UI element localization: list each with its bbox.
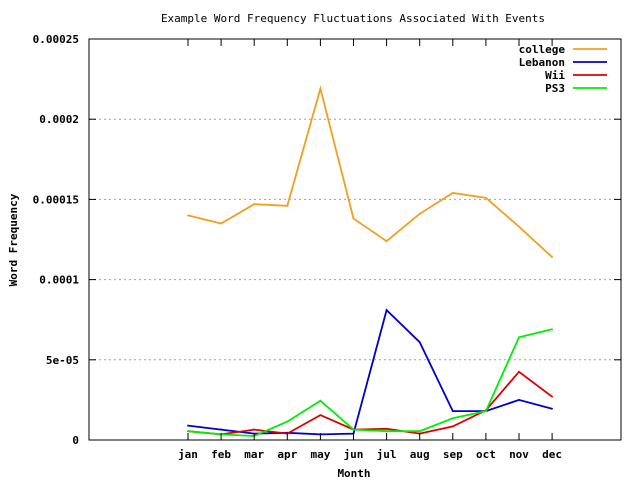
y-tick-label: 0.00025 [33, 33, 79, 46]
x-tick-label-nov: nov [509, 448, 529, 461]
data-point-ps3 [518, 336, 520, 339]
legend-label: Wii [545, 69, 565, 82]
data-point-college [451, 192, 454, 194]
data-point-ps3 [551, 328, 553, 331]
legend-entry-ps3: PS3 [545, 82, 607, 95]
data-point-ps3 [451, 417, 454, 420]
series-ps3 [187, 328, 553, 437]
legend-entry-wii: Wii [545, 69, 607, 82]
data-point-lebanon [451, 410, 454, 413]
series-line-lebanon [187, 308, 553, 436]
data-point-college [551, 256, 553, 259]
data-point-college [187, 214, 189, 217]
series-line-college [187, 85, 553, 258]
data-point-lebanon [220, 428, 223, 431]
legend-label: college [519, 43, 566, 56]
x-tick-label-jun: jun [344, 448, 364, 461]
data-point-wii [518, 370, 520, 373]
x-tick-label-aug: aug [410, 448, 430, 461]
y-axis-label: Word Frequency [7, 193, 20, 286]
data-point-ps3 [319, 399, 322, 402]
series-wii [187, 370, 553, 436]
data-point-ps3 [286, 420, 289, 423]
data-point-ps3 [187, 430, 189, 433]
data-point-ps3 [385, 430, 388, 433]
x-tick-label-oct: oct [476, 448, 496, 461]
series-lines [187, 85, 553, 437]
data-point-college [220, 222, 223, 225]
data-point-college [385, 240, 388, 243]
y-tick-label: 0.00015 [33, 193, 79, 206]
data-point-lebanon [551, 407, 553, 410]
x-tick-label-jan: jan [178, 448, 198, 461]
data-point-college [286, 204, 289, 207]
data-point-lebanon [418, 341, 421, 344]
data-point-ps3 [352, 428, 355, 431]
plot-frame [88, 38, 622, 441]
legend-entry-college: college [519, 43, 607, 56]
x-tick-label-may: may [310, 448, 330, 461]
y-tick-label: 0.0002 [39, 113, 79, 126]
data-point-ps3 [485, 410, 487, 413]
data-point-college [352, 217, 355, 220]
legend-label: PS3 [545, 82, 565, 95]
data-point-college [485, 196, 487, 199]
legend-label: Lebanon [519, 56, 565, 69]
data-point-college [319, 87, 322, 90]
data-point-lebanon [187, 424, 189, 427]
y-tick-label: 0.0001 [39, 274, 79, 287]
data-point-wii [319, 414, 322, 417]
x-tick-label-dec: dec [542, 448, 562, 461]
x-tick-label-apr: apr [277, 448, 297, 461]
series-line-wii [187, 370, 553, 436]
data-point-lebanon [518, 399, 520, 401]
x-axis-label: Month [337, 467, 370, 480]
series-college [187, 85, 553, 259]
data-point-wii [385, 427, 388, 430]
series-lebanon [187, 308, 553, 436]
data-point-wii [551, 395, 553, 398]
series-line-ps3 [187, 328, 553, 437]
x-tick-label-jul: jul [377, 448, 397, 461]
data-point-college [518, 225, 520, 228]
data-point-college [253, 203, 256, 206]
x-tick-label-sep: sep [443, 448, 463, 461]
data-point-wii [451, 425, 454, 428]
y-tick-label: 0 [72, 434, 79, 447]
x-tick-label-feb: feb [211, 448, 231, 461]
x-tick-label-mar: mar [244, 448, 264, 461]
chart-title: Example Word Frequency Fluctuations Asso… [161, 12, 545, 25]
data-point-wii [253, 428, 256, 431]
y-tick-label: 5e-05 [46, 354, 79, 367]
data-point-ps3 [418, 430, 421, 433]
data-point-lebanon [385, 309, 388, 311]
grid-lines [89, 118, 621, 361]
legend-entry-lebanon: Lebanon [519, 56, 607, 69]
data-point-college [418, 212, 421, 215]
